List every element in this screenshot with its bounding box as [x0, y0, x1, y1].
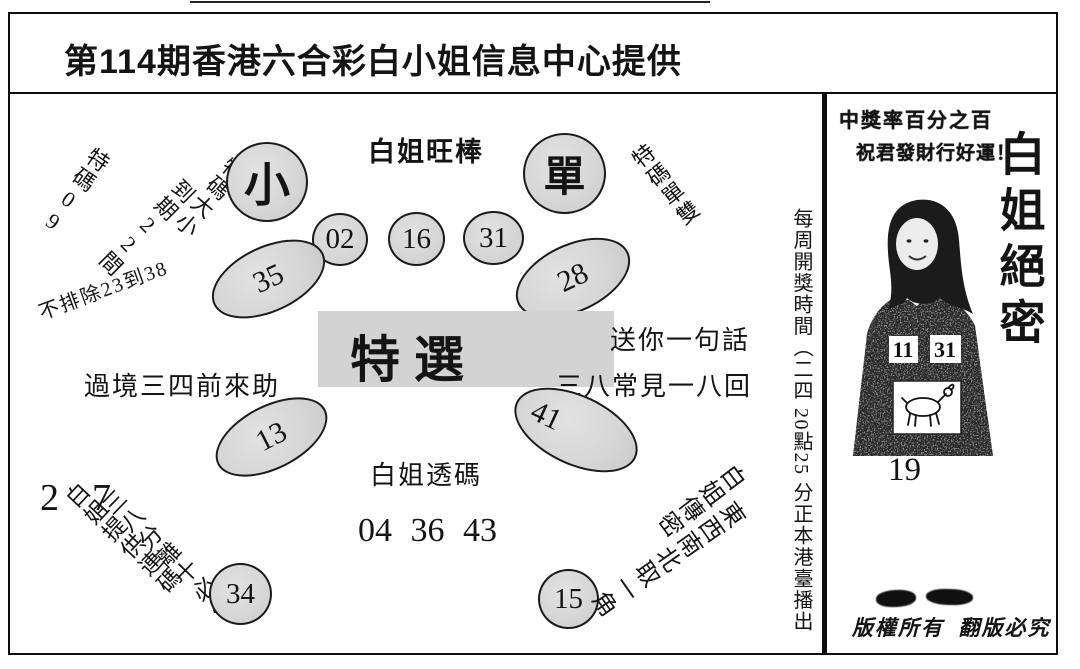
number-circle-15: 15 — [538, 569, 599, 629]
note-gift-phrase: 送你一句話 — [610, 326, 751, 355]
ellipse-value: 35 — [247, 257, 289, 300]
ad-copyright: 版權所有 翻版必究 — [852, 616, 1051, 640]
number-bubble: 16 — [388, 212, 445, 266]
ellipse-value: 13 — [250, 415, 293, 459]
page-title: 第114期香港六合彩白小姐信息中心提供 — [64, 43, 682, 81]
ellipse-value: 41 — [525, 394, 567, 437]
outer-border — [8, 12, 1058, 655]
smile — [908, 255, 927, 261]
right-eye — [923, 239, 929, 243]
circle-small-char: 小 — [226, 142, 308, 222]
circle-small-label: 小 — [244, 160, 290, 211]
ad-panel — [822, 94, 1061, 653]
reveal-numbers: 04 36 43 — [358, 512, 497, 549]
number-circle-34: 34 — [209, 563, 272, 625]
ad-slogan-line1: 中獎率百分之百 — [839, 110, 993, 132]
loose-digit-2: 2 — [40, 477, 59, 519]
loose-digit-7: 7 — [92, 477, 111, 519]
photo-number-left: 11 — [893, 337, 914, 362]
goat-card — [892, 380, 962, 435]
circle-value: 34 — [226, 577, 255, 610]
photo-number-right: 31 — [934, 337, 956, 362]
scan-artifact-line — [190, 1, 710, 3]
circle-value: 15 — [554, 582, 583, 615]
highlight-band — [318, 311, 614, 387]
top-banner-text: 白姐旺棒 — [368, 137, 484, 167]
ad-slogan-line2: 祝君發財行好運！ — [856, 143, 1017, 164]
number-tag-right — [930, 335, 961, 363]
bubble-value: 16 — [402, 222, 431, 255]
number-tag-left — [889, 336, 918, 363]
bubble-value: 02 — [325, 223, 355, 255]
number-bubble: 31 — [463, 211, 524, 265]
circle-odd-label: 單 — [543, 155, 586, 201]
ellipse-value: 28 — [552, 256, 594, 299]
left-eye — [906, 239, 912, 243]
ad-lucky-number: 19 — [888, 452, 921, 488]
note-transit-phrase: 過境三四前來助 — [84, 372, 281, 401]
face-shape — [896, 218, 938, 270]
circle-odd-char: 單 — [523, 133, 606, 214]
reveal-label: 白姐透碼 — [370, 461, 483, 490]
ad-vertical-title: 白姐絕密 — [993, 130, 1045, 354]
title-box — [10, 14, 1056, 94]
draw-schedule-column: 每周開獎時間（二四 20點25 分正本港臺播出 — [790, 208, 812, 633]
center-title: 特選 — [350, 332, 478, 388]
goat-icon — [901, 383, 955, 427]
bubble-value: 31 — [479, 221, 508, 254]
woman-photo: 11 31 — [853, 199, 993, 456]
